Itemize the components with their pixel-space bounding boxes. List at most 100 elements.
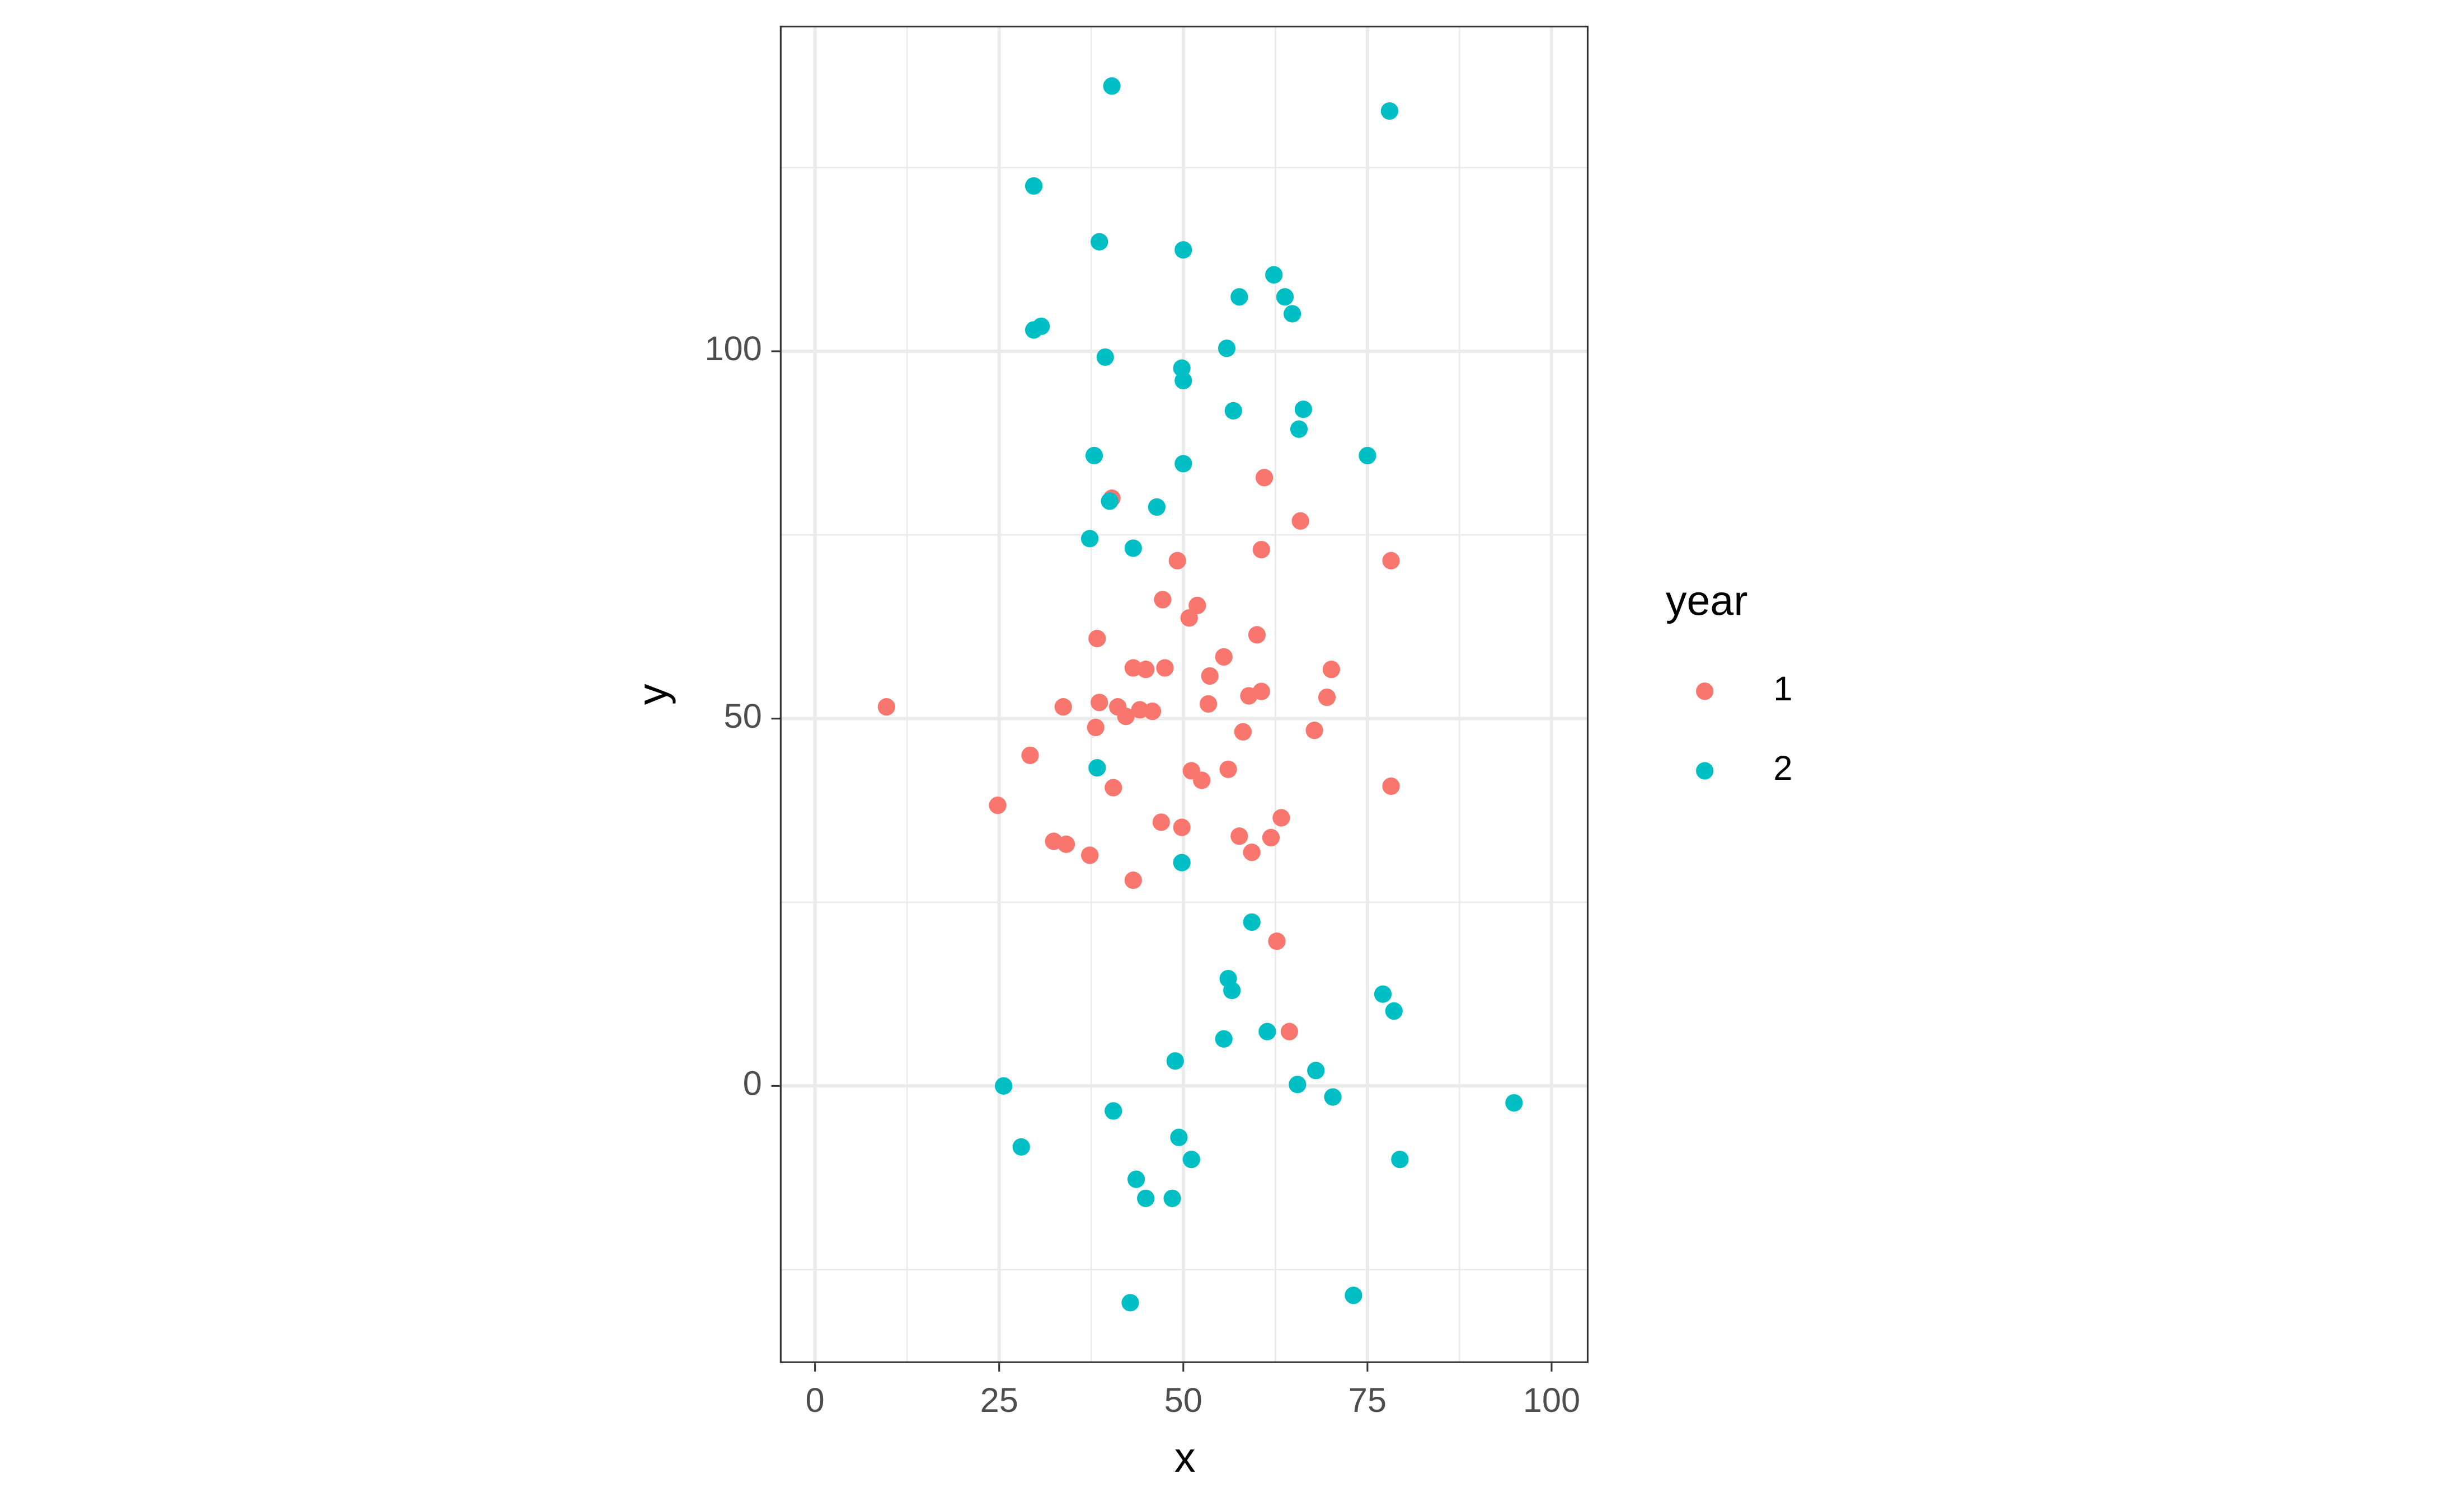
point bbox=[1324, 1088, 1342, 1106]
y-tick-label: 50 bbox=[724, 697, 762, 736]
point bbox=[1163, 1189, 1181, 1207]
point bbox=[1170, 1128, 1188, 1146]
x-tick-label: 75 bbox=[1348, 1381, 1387, 1420]
point bbox=[1230, 827, 1248, 845]
x-tick-label: 0 bbox=[806, 1381, 825, 1420]
point bbox=[1215, 648, 1233, 666]
point bbox=[1380, 102, 1398, 120]
point bbox=[989, 797, 1007, 814]
point bbox=[1174, 455, 1192, 473]
point bbox=[1505, 1094, 1523, 1112]
point bbox=[1382, 777, 1400, 795]
point bbox=[1156, 659, 1174, 677]
point bbox=[1174, 371, 1192, 390]
point bbox=[1290, 420, 1308, 438]
point bbox=[1318, 688, 1336, 706]
panel-border bbox=[779, 25, 1589, 1363]
x-tick-label: 25 bbox=[980, 1381, 1018, 1420]
point bbox=[1224, 402, 1242, 420]
point bbox=[1219, 760, 1237, 778]
point bbox=[1193, 771, 1211, 789]
point bbox=[1117, 708, 1135, 726]
point bbox=[1391, 1151, 1409, 1169]
y-tick-label: 100 bbox=[704, 329, 762, 368]
x-tick-label: 50 bbox=[1164, 1381, 1202, 1420]
point bbox=[1255, 469, 1274, 487]
point bbox=[1243, 844, 1261, 861]
point bbox=[1262, 828, 1280, 847]
point bbox=[1103, 77, 1121, 95]
point bbox=[1223, 982, 1241, 1000]
point bbox=[1124, 871, 1142, 889]
point bbox=[1021, 746, 1039, 764]
point bbox=[1121, 1294, 1139, 1312]
point bbox=[1025, 177, 1043, 195]
point bbox=[1087, 718, 1105, 737]
point bbox=[877, 698, 895, 716]
point bbox=[1148, 498, 1166, 516]
point bbox=[1137, 1189, 1155, 1207]
point bbox=[1385, 1002, 1403, 1020]
point bbox=[1283, 305, 1301, 323]
point bbox=[1032, 317, 1050, 335]
point bbox=[1080, 530, 1099, 548]
legend-title: year bbox=[1666, 577, 1747, 624]
point bbox=[1265, 266, 1283, 284]
point bbox=[1215, 1030, 1233, 1048]
point bbox=[1201, 667, 1219, 685]
point bbox=[1127, 1170, 1145, 1188]
point bbox=[1012, 1138, 1030, 1156]
point bbox=[1276, 288, 1294, 306]
point bbox=[1258, 1023, 1276, 1040]
point bbox=[1096, 348, 1114, 366]
point bbox=[1101, 492, 1119, 510]
point bbox=[1359, 446, 1376, 465]
point bbox=[1143, 702, 1162, 720]
point bbox=[1252, 540, 1270, 559]
point bbox=[1173, 818, 1191, 836]
point bbox=[1105, 779, 1122, 797]
legend-key bbox=[1696, 762, 1714, 780]
point bbox=[1173, 854, 1191, 872]
x-tick-label: 100 bbox=[1523, 1381, 1580, 1420]
point bbox=[1054, 698, 1072, 716]
point bbox=[1091, 233, 1108, 251]
point bbox=[1230, 288, 1248, 306]
point bbox=[1289, 1076, 1307, 1094]
point bbox=[1234, 723, 1252, 741]
point bbox=[1088, 629, 1106, 648]
point bbox=[1166, 1052, 1184, 1070]
point bbox=[1188, 596, 1206, 615]
point bbox=[1199, 695, 1218, 713]
point bbox=[1085, 446, 1103, 465]
point bbox=[1307, 1062, 1325, 1080]
point bbox=[1374, 985, 1392, 1003]
point bbox=[1091, 694, 1108, 712]
point bbox=[1243, 913, 1261, 931]
point bbox=[1182, 1151, 1200, 1169]
point bbox=[1272, 809, 1290, 827]
point bbox=[1152, 813, 1170, 831]
y-tick-label: 0 bbox=[743, 1064, 762, 1103]
point bbox=[1124, 539, 1142, 557]
point bbox=[1105, 1102, 1122, 1120]
point bbox=[1345, 1287, 1362, 1304]
legend-key bbox=[1696, 682, 1714, 700]
point bbox=[1291, 512, 1309, 530]
point bbox=[1294, 401, 1312, 418]
point bbox=[1280, 1023, 1298, 1040]
point bbox=[994, 1077, 1013, 1095]
point bbox=[1088, 759, 1106, 777]
point bbox=[1174, 241, 1192, 259]
point bbox=[1252, 682, 1270, 700]
point bbox=[1168, 552, 1186, 569]
y-axis-label: y bbox=[629, 684, 676, 705]
point bbox=[1382, 552, 1400, 569]
x-axis-label: x bbox=[1174, 1434, 1196, 1481]
legend-label: 2 bbox=[1773, 749, 1792, 788]
point bbox=[1080, 846, 1099, 864]
point bbox=[1248, 626, 1266, 644]
